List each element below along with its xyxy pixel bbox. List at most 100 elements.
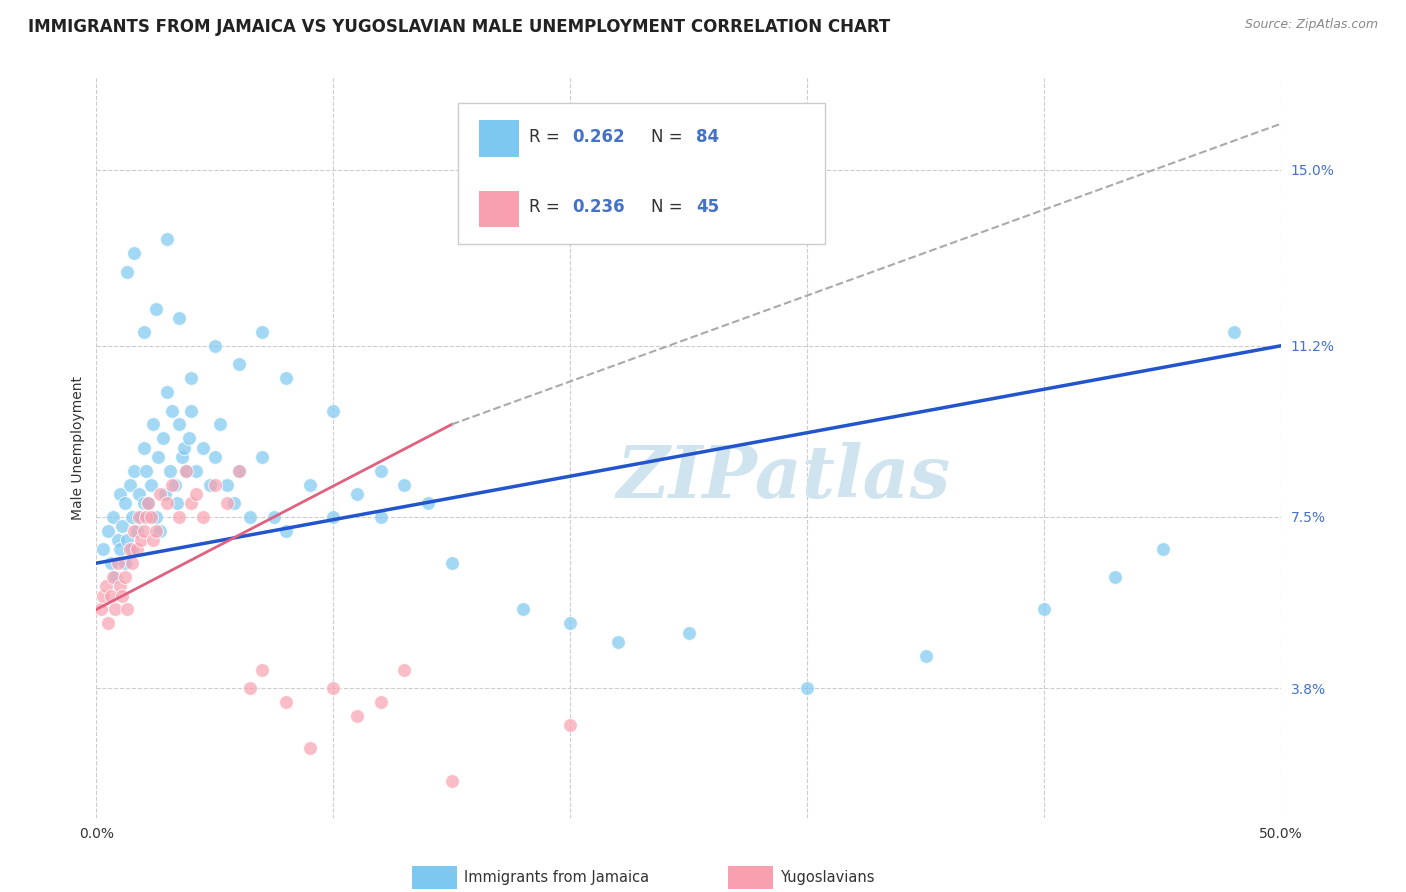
Point [274,695,297,709]
Point [440,556,463,570]
Point [263,509,285,524]
Point [215,477,238,491]
Point [100,556,122,570]
Point [93,589,115,603]
Point [173,441,195,455]
Point [121,542,143,557]
Point [169,310,191,325]
Text: N =: N = [651,198,688,216]
Point [169,509,191,524]
Text: R =: R = [529,198,565,216]
Point [131,509,153,524]
Point [160,403,183,417]
Point [250,663,273,677]
Point [914,648,936,663]
Text: IMMIGRANTS FROM JAMAICA VS YUGOSLAVIAN MALE UNEMPLOYMENT CORRELATION CHART: IMMIGRANTS FROM JAMAICA VS YUGOSLAVIAN M… [28,18,890,36]
FancyBboxPatch shape [458,103,825,244]
Point [115,533,138,547]
Point [512,602,534,616]
Point [176,464,198,478]
Point [104,602,127,616]
Point [180,403,202,417]
Point [115,602,138,616]
Point [298,477,321,491]
Point [108,542,131,557]
Point [153,487,176,501]
Point [138,496,160,510]
Point [228,464,250,478]
FancyBboxPatch shape [479,191,519,227]
Point [394,663,416,677]
Point [125,542,148,557]
Point [121,556,143,570]
Point [204,339,226,353]
Point [107,533,129,547]
Point [146,450,169,464]
Point [170,450,193,464]
Point [145,509,167,524]
Point [132,441,155,455]
Point [177,431,200,445]
Point [1222,325,1244,339]
Point [118,542,141,557]
Point [135,464,157,478]
Point [228,464,250,478]
Point [138,496,160,510]
Point [1104,570,1126,584]
Point [180,496,202,510]
Point [111,589,134,603]
Point [560,616,582,631]
Point [239,509,262,524]
Point [152,431,174,445]
Point [145,301,167,316]
Point [215,496,238,510]
Point [416,496,439,510]
Point [128,509,150,524]
Point [142,417,165,432]
Point [125,524,148,538]
Point [131,533,153,547]
Point [184,487,207,501]
Point [139,509,162,524]
Point [101,509,124,524]
Point [274,371,297,385]
Point [370,464,392,478]
Text: 0.236: 0.236 [572,198,626,216]
Point [370,695,392,709]
Point [163,477,186,491]
Point [346,708,368,723]
Point [250,450,273,464]
Point [204,450,226,464]
Point [114,570,136,584]
Point [160,477,183,491]
Point [250,325,273,339]
Point [114,496,136,510]
Point [222,496,245,510]
Point [114,556,136,570]
Point [298,741,321,756]
Point [132,325,155,339]
Point [198,477,221,491]
Point [97,616,120,631]
Point [122,524,145,538]
Text: 0.262: 0.262 [572,128,626,145]
Point [122,464,145,478]
FancyBboxPatch shape [479,120,519,157]
Point [208,417,231,432]
Point [322,681,344,695]
Point [796,681,818,695]
Text: 45: 45 [696,198,718,216]
Point [149,524,172,538]
Point [1152,542,1174,557]
Point [132,496,155,510]
Point [1033,602,1056,616]
Point [118,477,141,491]
Point [322,403,344,417]
Point [159,464,181,478]
Point [606,635,628,649]
Text: Immigrants from Jamaica: Immigrants from Jamaica [464,871,650,885]
Point [156,232,179,246]
Point [156,496,179,510]
Point [97,524,120,538]
Point [274,524,297,538]
